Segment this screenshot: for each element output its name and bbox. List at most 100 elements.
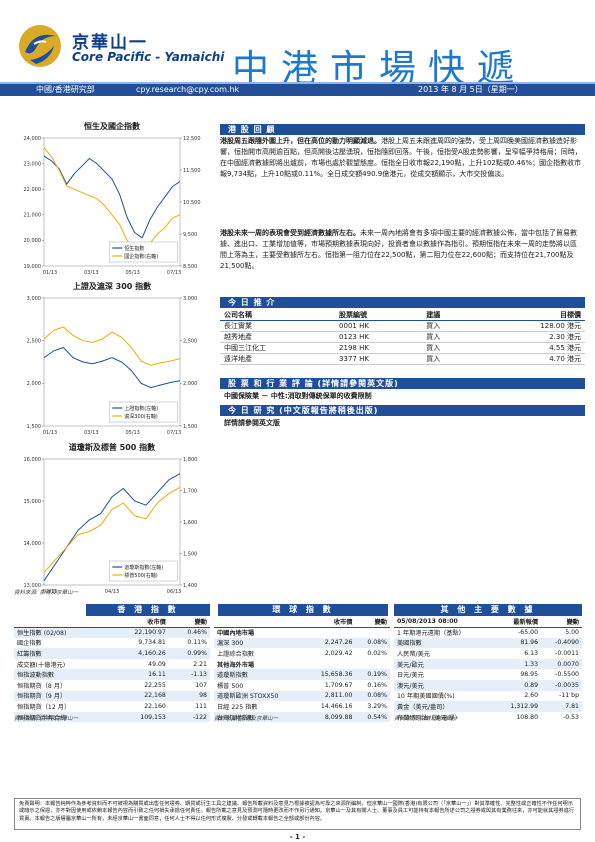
x-tick-label: 03/13: [84, 430, 98, 436]
change-value: 0.19%: [355, 669, 390, 680]
series-line-1: [43, 346, 181, 389]
research-email-link[interactable]: cpy.research@cpy.com.hk: [136, 85, 240, 94]
chart-legend: [109, 401, 178, 423]
change-value: 0.16%: [367, 681, 387, 689]
table-row: 標普 500 1,709.67 0.16%: [214, 680, 390, 691]
change-value: -0.4090: [541, 637, 582, 649]
table-row: 上證綜合指數 2,029.42 0.02%: [214, 648, 390, 659]
index-name: 台灣加權指數: [214, 711, 305, 723]
index-name: 道瓊斯指數: [214, 669, 305, 680]
series-line-2: [43, 486, 181, 573]
table-row: 恒指波動指數 16.11 -1.13: [14, 669, 210, 680]
latest-value: 1.33: [495, 658, 542, 670]
x-tick-label: 03/13: [84, 270, 98, 276]
stock-review-item[interactable]: 中國保險業 － 中性:消取對傳統保單的收費限制: [224, 392, 372, 400]
table-group-row: 中國內地市場: [214, 627, 390, 638]
target-price: 2.30 港元: [472, 331, 585, 343]
item-name: 澳元/美元: [394, 679, 496, 691]
legend-label: 道瓊斯指數(左軸): [124, 564, 163, 571]
y-tick-label-right: 2,000: [183, 381, 197, 387]
table-source-note: 資料來源: 彭博及京華山一: [394, 716, 459, 722]
y-tick-label-left: 14,000: [24, 541, 42, 547]
global-index-table: 收市價 變動 中國內地市場 滬深 300 2,247.26 0.08% 上證綜合指數…: [214, 617, 390, 723]
table-row: 人民幣/美元 6.13 -0.0011: [394, 648, 582, 659]
legend-label: 國企指數(右軸): [124, 253, 158, 260]
series-line-2: [43, 326, 181, 366]
index-name: 日經 225 指數: [217, 703, 258, 711]
rating: 買入: [422, 353, 473, 365]
change-value: 3.29%: [367, 702, 387, 710]
y-tick-label-left: 16,000: [24, 457, 42, 463]
chart-title: 上證及滬深 300 指數: [72, 282, 152, 291]
change-value: 98: [168, 690, 210, 702]
chart-plot: 16,000 15,000 14,000 13,000 1,800 1,700 1,600 1…: [24, 457, 198, 595]
index-name: 上證綜合指數: [217, 650, 255, 658]
index-name: 國企指數: [17, 640, 42, 648]
y-tick-label-right: 11,500: [183, 168, 201, 174]
hk-index-table: 收市價 變動 恒生指數 (02/08) 22,190.97 0.46% 國企指數 9,…: [14, 617, 210, 723]
table-row: 黃金（美元/盎司） 1,312.99 7.81: [394, 701, 582, 712]
group-label: 其他海外市場: [217, 661, 255, 669]
item-name: 黃金（美元/盎司）: [394, 701, 496, 712]
table-row: 成交額(十億港元) 49.09 2.21: [14, 659, 210, 670]
y-tick-label-right: 1,400: [183, 583, 197, 589]
y-tick-label-right: 1,500: [183, 424, 197, 430]
table-row: 恒指期貨（8 月） 22,255 107: [14, 680, 210, 691]
close-value: 4,160.26: [108, 648, 169, 659]
table-row: 滬深 300 2,247.26 0.08%: [214, 637, 390, 649]
y-tick-label-right: 3,000: [183, 296, 197, 302]
item-name: 布蘭特原油（美元/桶）: [397, 714, 461, 722]
y-tick-label-right: 1,800: [183, 457, 197, 463]
chart-legend: [109, 560, 178, 582]
global-index-heading: 環 球 指 數: [218, 604, 388, 616]
index-name: 恒生指數 (02/08): [14, 627, 109, 638]
close-value: 22,160: [144, 702, 166, 710]
index-name: 恒指期貨（9 月）: [14, 690, 109, 702]
company-name: 中國三江化工: [220, 342, 336, 354]
market-review-paragraph-2: 港股未來一周的表現會受到經濟數據所左右。未來一周內地將會有多項中國主要的經濟數據…: [220, 228, 582, 272]
x-tick-label: 01/13: [43, 270, 57, 276]
y-tick-label-left: 3,000: [27, 296, 41, 302]
other-data-heading: 其 他 主 要 數 據: [394, 604, 582, 616]
hk-index-heading: 香 港 指 數: [86, 604, 210, 616]
x-tick-label: 02/13: [43, 589, 57, 595]
x-tick-label: 07/13: [167, 430, 181, 436]
chart-title: 道瓊斯及標普 500 指數: [68, 443, 156, 452]
rating: 買入: [422, 320, 473, 332]
change-value: 0.0070: [541, 658, 582, 670]
ticker: 2198 HK: [335, 342, 423, 354]
column-header: 05/08/2013 08:00: [394, 617, 496, 628]
change-value: 0.54%: [355, 711, 390, 723]
company-logo-icon: [19, 25, 61, 67]
table-row: 日元/美元 98.95 -0.5500: [394, 669, 582, 680]
table-row: 越秀地產 0123 HK 買入 2.30 港元: [220, 331, 585, 343]
change-value: -0.5500: [555, 671, 579, 679]
company-name-en: Core Pacific - Yamaichi: [72, 50, 225, 64]
table-row: 恒指期貨（12 月） 22,160 111: [14, 701, 210, 712]
table-row: 國企指數 9,734.81 0.11%: [14, 638, 210, 649]
table-row: 紅籌指數 4,160.26 0.99%: [14, 648, 210, 659]
series-line-1: [43, 155, 181, 239]
change-value: -0.0035: [541, 679, 582, 691]
latest-value: 6.13: [524, 649, 539, 657]
recommendation-table: 公司名稱 股票編號 建議 目標價 長江實業 0001 HK 買入 128.00 港元 …: [220, 310, 585, 365]
index-name: 紅籌指數: [14, 648, 109, 659]
x-tick-label: 01/13: [43, 430, 57, 436]
y-tick-label-left: 15,000: [24, 499, 42, 505]
table-row: 布蘭特原油（美元/桶） 108.80 -0.53: [394, 712, 582, 723]
paragraph-lead: 港股未來一周的表現會受到經濟數據所左右。: [220, 229, 360, 237]
y-tick-label-left: 22,000: [24, 187, 42, 193]
paragraph-body: 未來一周內地將會有多項中國主要的經濟數據公佈，當中包括了貿易數據、進出口、工業增…: [220, 229, 577, 270]
y-tick-label-left: 20,000: [24, 238, 42, 244]
index-name: 恒指期貨半年合約: [14, 711, 109, 723]
column-header: 變動: [541, 617, 582, 628]
item-name: 日元/美元: [397, 672, 424, 680]
table-source-note: 資料來源: 彭博及京華山一: [214, 716, 279, 722]
page-number: - 1 -: [289, 833, 306, 841]
y-tick-label-right: 9,500: [183, 232, 197, 238]
rating: 買入: [422, 342, 473, 354]
change-value: -11 bp: [559, 692, 579, 700]
chart-hsi-hscei: 恒生及國企指數 24,000 23,000 22,000 21,000 20,000 19…: [14, 121, 210, 280]
paragraph-lead: 港股周五跟隨外圍上升，但在高位的動力明顯減退。: [220, 137, 381, 145]
y-tick-label-right: 10,500: [183, 200, 201, 206]
